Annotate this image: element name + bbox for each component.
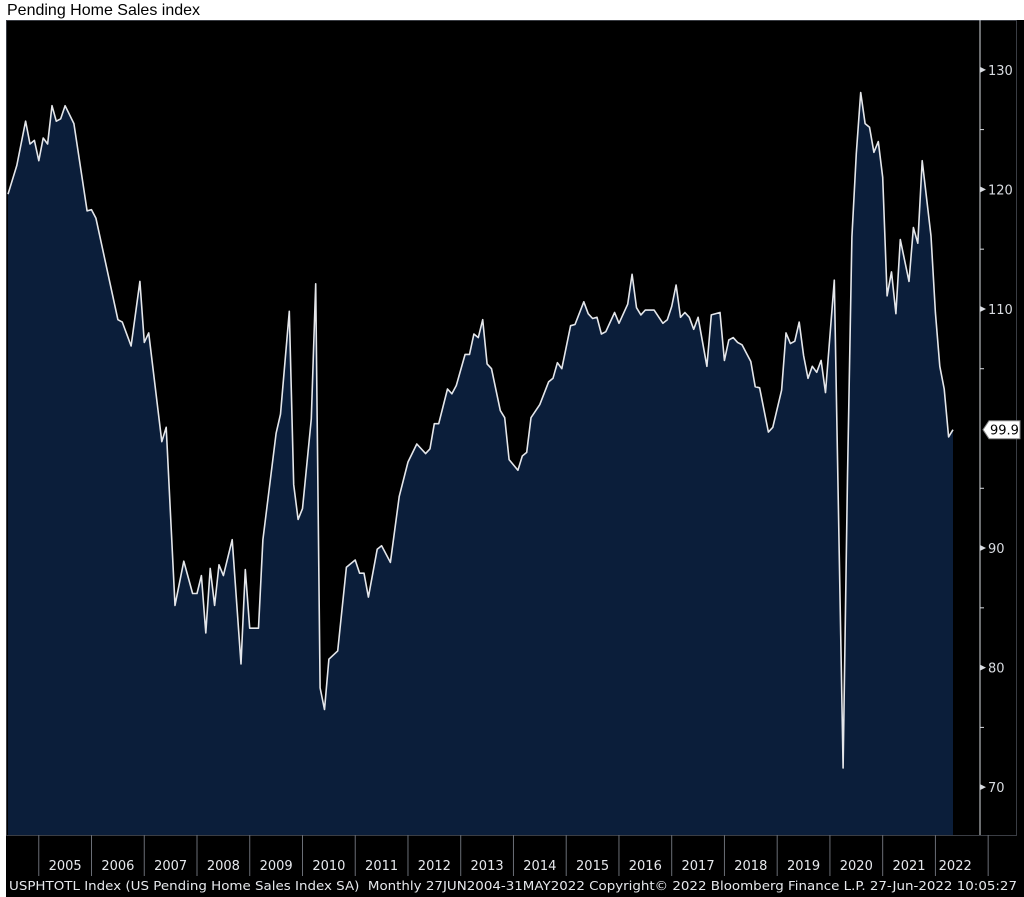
x-tick-label: 2011 (365, 859, 398, 874)
y-tick-label: 70 (988, 781, 1005, 796)
x-tick-label: 2009 (260, 859, 293, 874)
x-tick-label: 2005 (49, 859, 82, 874)
x-tick-label: 2018 (734, 859, 767, 874)
y-major-tick (980, 66, 986, 73)
y-major-tick (980, 664, 986, 671)
x-tick-label: 2013 (471, 859, 504, 874)
area-layer (7, 91, 954, 835)
y-tick-label: 80 (988, 662, 1005, 677)
y-major-tick (980, 186, 986, 193)
x-tick-label: 2020 (840, 859, 873, 874)
y-major-tick (980, 545, 986, 552)
y-axis: 70 80 90 110 120 130 (979, 20, 1013, 835)
x-tick-label: 2022 (939, 859, 972, 874)
y-tick-label: 120 (988, 183, 1013, 198)
x-tick-label: 2019 (787, 859, 820, 874)
x-tick-label: 2006 (101, 859, 134, 874)
y-major-tick (980, 305, 986, 312)
y-tick-label: 130 (988, 64, 1013, 79)
x-tick-label: 2014 (523, 859, 556, 874)
chart-title: Pending Home Sales index (7, 2, 201, 19)
last-value-box (982, 420, 1021, 440)
last-value-label: 99.9 (990, 424, 1019, 439)
x-tick-label: 2016 (629, 859, 662, 874)
footer-source-text: USPHTOTL Index (US Pending Home Sales In… (9, 878, 1017, 893)
x-tick-label: 2007 (154, 859, 187, 874)
x-tick-label: 2015 (576, 859, 609, 874)
y-tick-label: 90 (988, 542, 1005, 557)
x-tick-label: 2010 (312, 859, 345, 874)
area-fill (8, 92, 953, 835)
y-tick-label: 110 (988, 303, 1013, 318)
series-line (7, 91, 954, 769)
x-tick-label: 2021 (892, 859, 925, 874)
x-tick-label: 2017 (682, 859, 715, 874)
x-axis: 2005 2006 2007 2008 2009 2010 2011 2012 2013 2014… (38, 835, 989, 876)
x-tick-label: 2008 (207, 859, 240, 874)
x-tick-label: 2012 (418, 859, 451, 874)
last-value-marker: 99.9 (982, 420, 1021, 440)
y-major-tick (980, 784, 986, 791)
